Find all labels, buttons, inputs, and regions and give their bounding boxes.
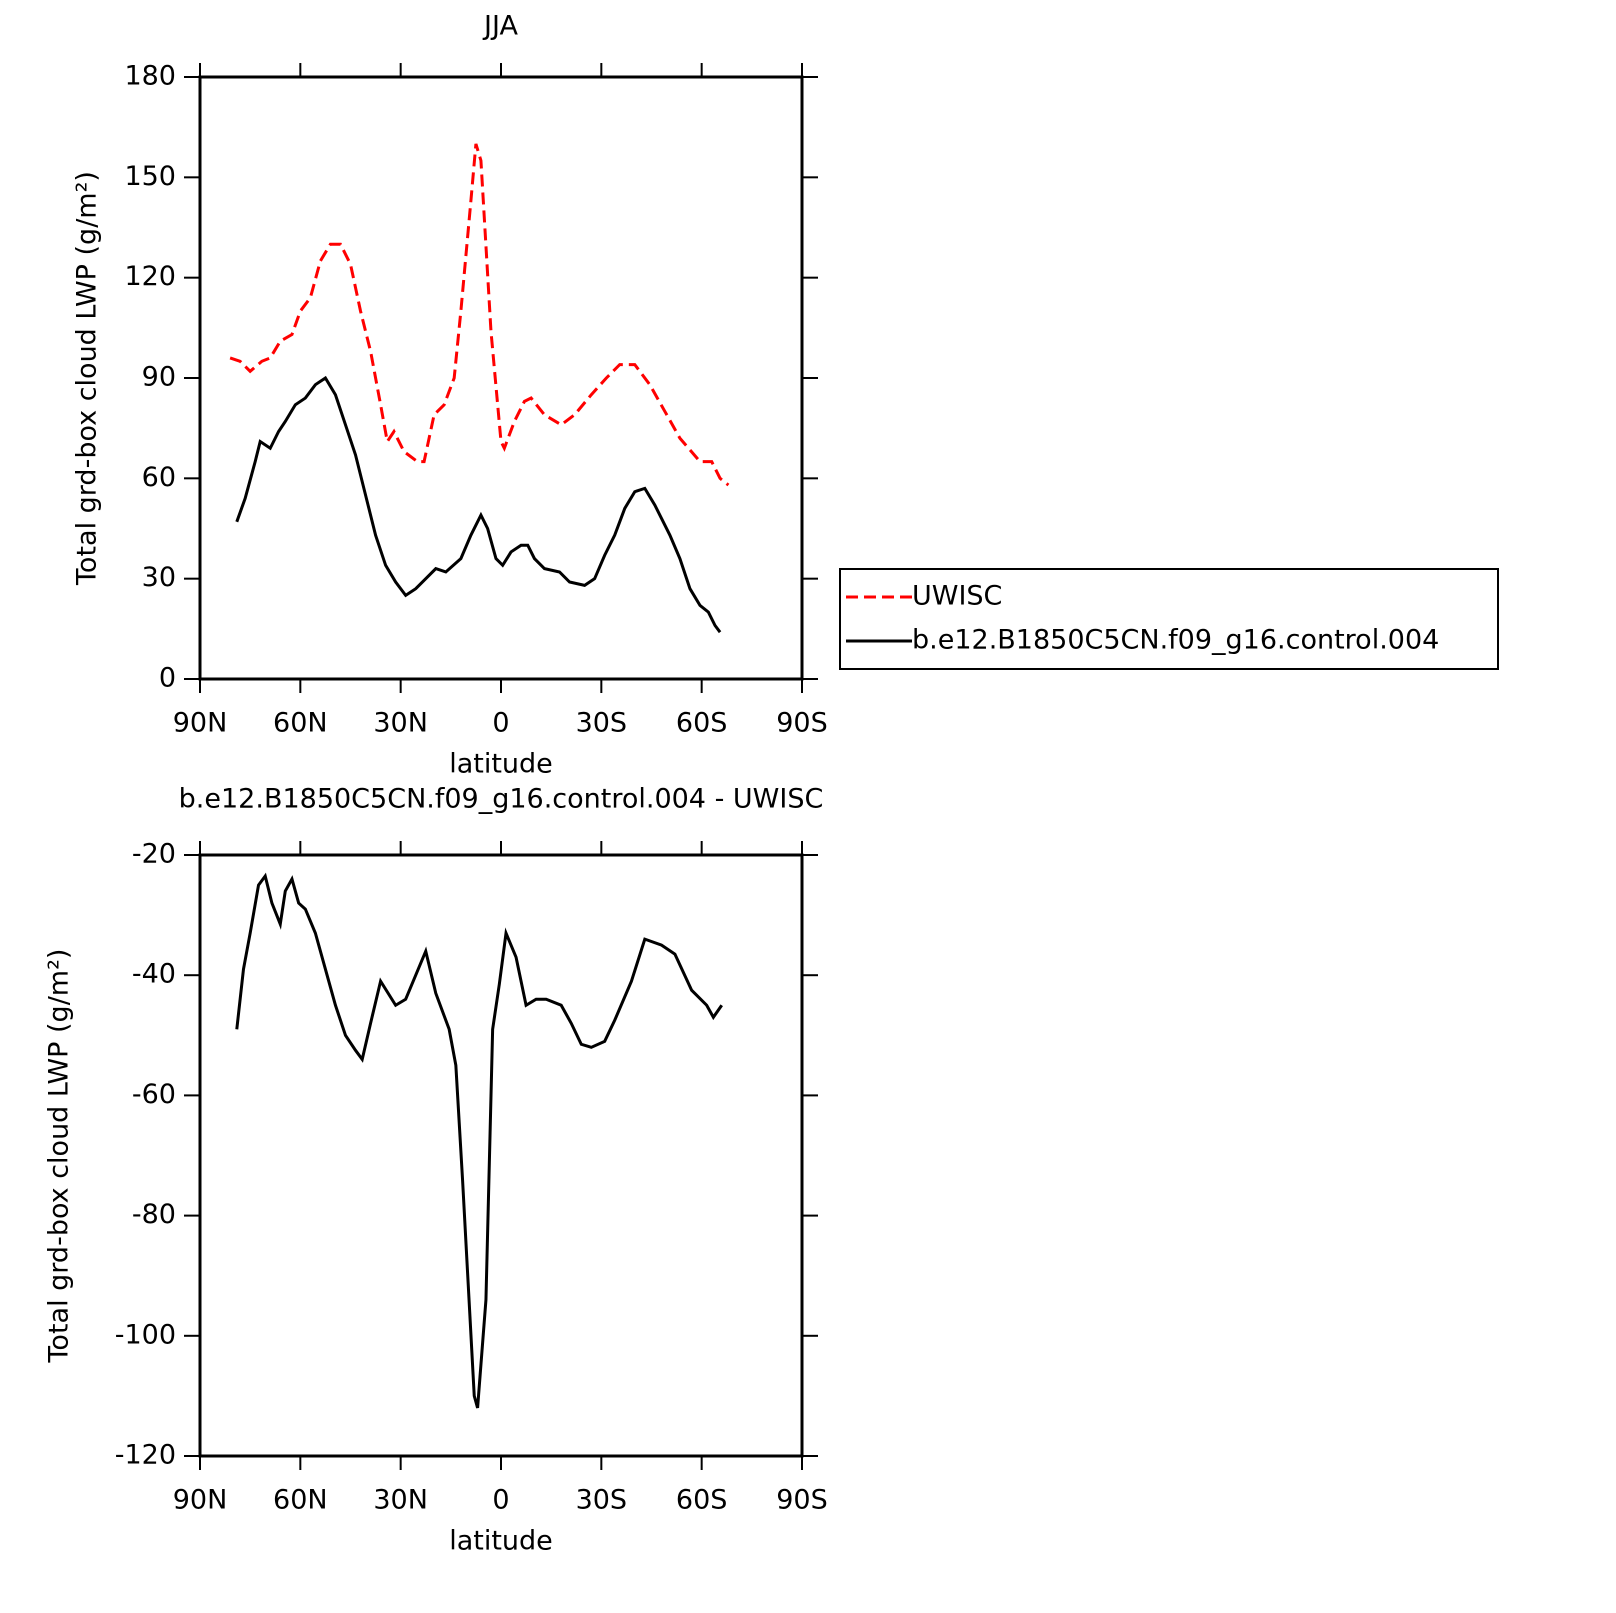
x-tick-label: 30N	[373, 708, 428, 739]
y-tick-label: 180	[124, 61, 176, 92]
x-tick-label: 30N	[373, 1485, 428, 1516]
x-tick-label: 30S	[576, 1485, 628, 1516]
x-axis-label: latitude	[449, 749, 553, 780]
data-line	[229, 143, 730, 487]
y-tick-label: 60	[142, 462, 176, 493]
data-line	[235, 375, 722, 634]
y-tick-label: -100	[115, 1319, 176, 1350]
x-tick-label: 0	[492, 1485, 509, 1516]
y-tick-label: -120	[115, 1440, 176, 1471]
y-tick-label: 30	[142, 562, 176, 593]
y-axis-label: Total grd-box cloud LWP (g/m²)	[72, 171, 103, 586]
y-tick-label: -20	[132, 839, 176, 870]
x-tick-label: 60S	[676, 708, 728, 739]
chart-title: JJA	[482, 11, 518, 42]
y-axis-label: Total grd-box cloud LWP (g/m²)	[44, 949, 75, 1364]
x-tick-label: 90S	[776, 1485, 828, 1516]
y-tick-label: 150	[124, 161, 176, 192]
x-tick-label: 90S	[776, 708, 828, 739]
legend-label: UWISC	[912, 581, 1002, 612]
legend-label: b.e12.B1850C5CN.f09_g16.control.004	[912, 625, 1439, 656]
x-tick-label: 60N	[273, 1485, 328, 1516]
y-tick-label: -40	[132, 959, 176, 990]
y-tick-label: 90	[142, 362, 176, 393]
plot-frame	[198, 853, 804, 1458]
y-tick-label: 120	[124, 261, 176, 292]
x-tick-label: 90N	[173, 708, 228, 739]
x-tick-label: 60N	[273, 708, 328, 739]
chart-title: b.e12.B1850C5CN.f09_g16.control.004 - UW…	[179, 784, 824, 815]
data-line	[235, 872, 723, 1409]
y-tick-label: 0	[159, 663, 176, 694]
x-tick-label: 30S	[576, 708, 628, 739]
plot-frame	[198, 75, 804, 681]
y-tick-label: -60	[132, 1079, 176, 1110]
x-tick-label: 90N	[173, 1485, 228, 1516]
x-tick-label: 60S	[676, 1485, 728, 1516]
legend-box	[839, 568, 1499, 670]
y-tick-label: -80	[132, 1199, 176, 1230]
x-axis-label: latitude	[449, 1526, 553, 1557]
x-tick-label: 0	[492, 708, 509, 739]
